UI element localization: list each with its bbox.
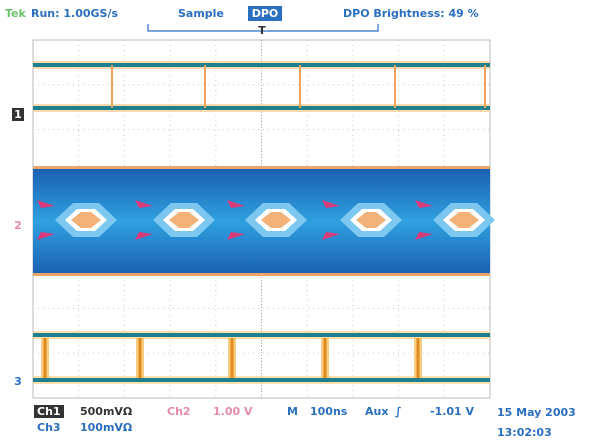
run-status: Run: 1.00GS/s xyxy=(31,7,118,20)
ch3-pulse xyxy=(324,338,327,378)
ch1-edge xyxy=(484,65,486,108)
page: {"header": {"brand": "Tek", "run": "Run:… xyxy=(0,0,597,440)
dpo-label: DPO xyxy=(252,7,279,20)
ch3-label: Ch3 xyxy=(37,421,61,434)
trigger-slope: ∫ xyxy=(395,405,402,418)
ch1-trace xyxy=(33,106,490,110)
ch2-top-edge xyxy=(33,166,490,169)
waveforms xyxy=(33,61,495,384)
ch1-edge xyxy=(299,65,301,108)
ch1-edge xyxy=(394,65,396,108)
ch3-trace xyxy=(33,378,490,382)
ch1-scale: 500mVΩ xyxy=(80,405,133,418)
ch3-pulse xyxy=(417,338,420,378)
ch3-scale: 100mVΩ xyxy=(80,421,133,434)
ch2-bottom-edge xyxy=(33,273,490,276)
ch1-edge xyxy=(204,65,206,108)
acq-mode: Sample xyxy=(178,7,224,20)
brand: Tek xyxy=(5,7,27,20)
trigger-level: -1.01 V xyxy=(430,405,475,418)
ch1-label: Ch1 xyxy=(37,405,61,418)
ch3-pulse xyxy=(231,338,234,378)
trigger-source: Aux xyxy=(365,405,388,418)
ch2-scale: 1.00 V xyxy=(213,405,253,418)
ch2-label: Ch2 xyxy=(167,405,191,418)
ch1-marker: 1 xyxy=(14,108,22,121)
time: 13:02:03 xyxy=(497,426,552,439)
timebase: 100ns xyxy=(310,405,348,418)
ch1-trace xyxy=(33,63,490,67)
scope-screen: Tek Run: 1.00GS/s Sample DPO DPO Brightn… xyxy=(0,0,597,440)
date: 15 May 2003 xyxy=(497,406,576,419)
timebase-m: M xyxy=(287,405,298,418)
ch3-pulse xyxy=(44,338,47,378)
trigger-position: T xyxy=(258,24,266,37)
ch2-marker: 2 xyxy=(14,219,22,232)
ch3-pulse xyxy=(139,338,142,378)
ch3-trace xyxy=(33,333,490,337)
ch1-edge xyxy=(111,65,113,108)
ch3-marker: 3 xyxy=(14,375,22,388)
brightness: DPO Brightness: 49 % xyxy=(343,7,479,20)
